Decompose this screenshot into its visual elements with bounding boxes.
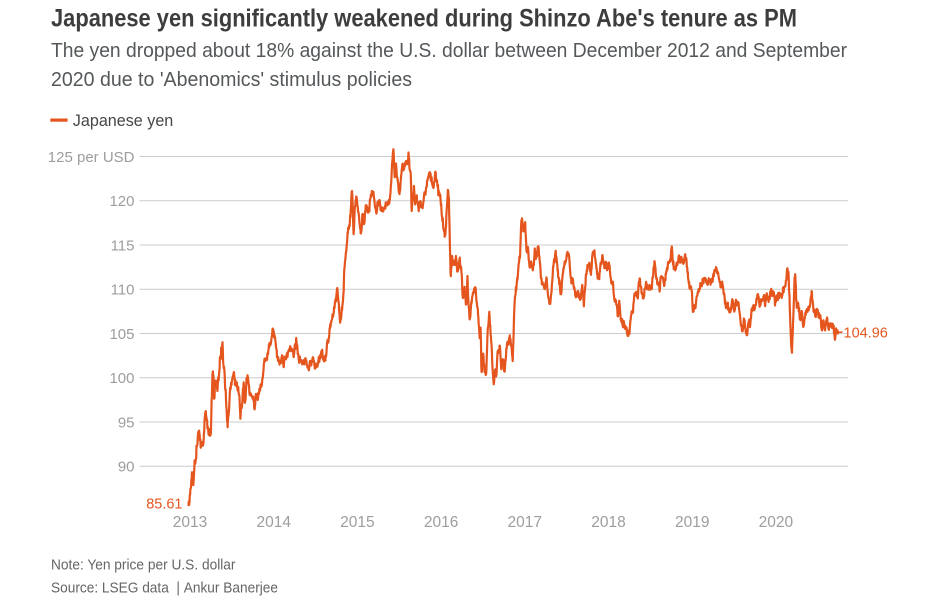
svg-text:110: 110 xyxy=(111,282,135,299)
svg-text:95: 95 xyxy=(118,414,135,431)
svg-text:120: 120 xyxy=(109,193,134,210)
svg-text:2014: 2014 xyxy=(256,514,291,531)
svg-text:125 per USD: 125 per USD xyxy=(48,149,135,166)
svg-text:2017: 2017 xyxy=(508,514,542,531)
svg-text:2020: 2020 xyxy=(759,514,794,531)
svg-text:100: 100 xyxy=(109,370,134,387)
svg-text:Japanese yen significantly wea: Japanese yen significantly weakened duri… xyxy=(51,5,797,33)
svg-text:2020 due to 'Abenomics' stimul: 2020 due to 'Abenomics' stimulus policie… xyxy=(51,68,412,91)
svg-text:Japanese yen: Japanese yen xyxy=(73,111,174,130)
svg-text:105: 105 xyxy=(109,326,134,343)
svg-text:104.96: 104.96 xyxy=(844,325,888,341)
svg-text:2018: 2018 xyxy=(591,514,625,531)
svg-text:115: 115 xyxy=(111,237,135,254)
svg-text:Note: Yen price per U.S. dolla: Note: Yen price per U.S. dollar xyxy=(51,557,236,574)
svg-text:The yen dropped about 18% agai: The yen dropped about 18% against the U.… xyxy=(51,39,847,62)
svg-text:Source: LSEG data | Ankur Ban: Source: LSEG data | Ankur Banerjee xyxy=(51,580,278,597)
svg-text:2019: 2019 xyxy=(675,514,709,531)
svg-text:90: 90 xyxy=(118,459,135,476)
svg-text:2013: 2013 xyxy=(173,514,207,531)
svg-text:2016: 2016 xyxy=(424,514,458,531)
svg-text:2015: 2015 xyxy=(340,514,374,531)
svg-text:85.61: 85.61 xyxy=(146,497,182,513)
